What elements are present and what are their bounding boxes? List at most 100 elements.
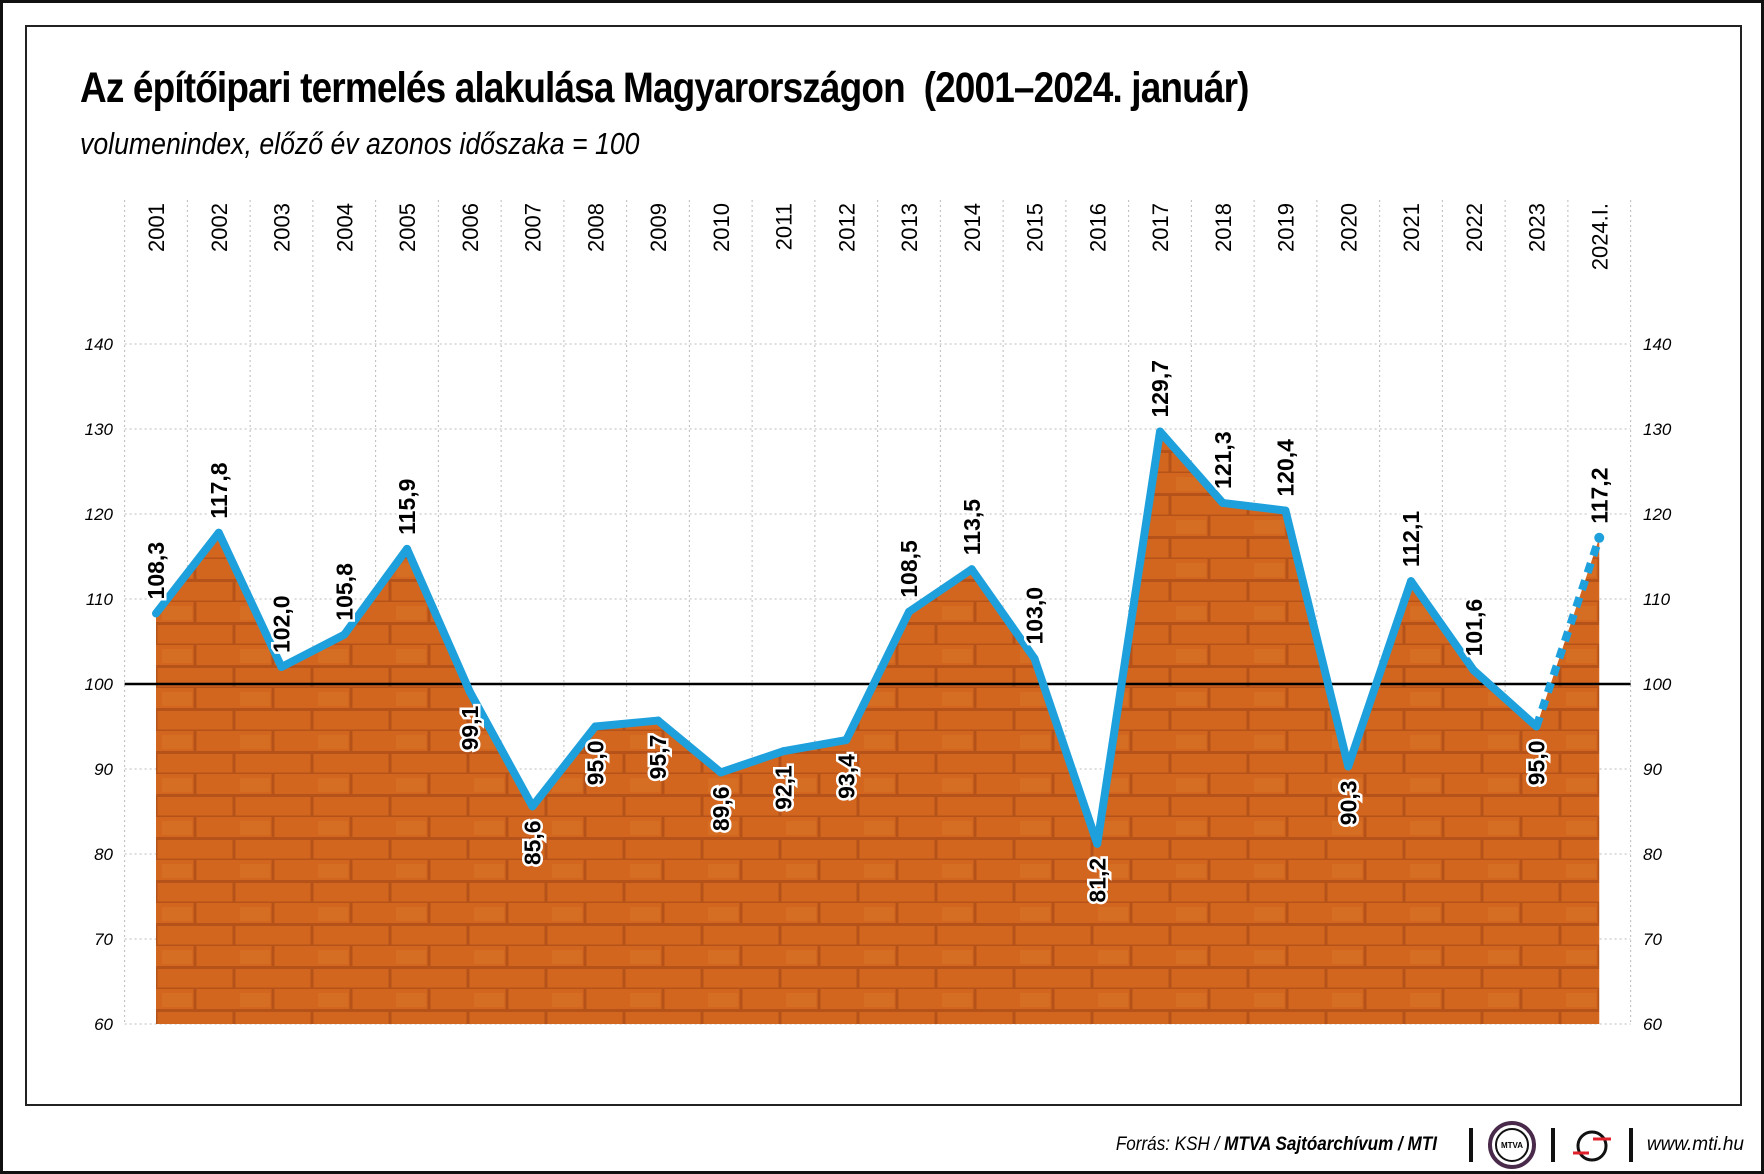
x-tick-label: 2023 [1525, 203, 1550, 252]
x-tick-label: 2022 [1462, 203, 1487, 252]
series-segment [277, 630, 349, 671]
chart-title: Az építőipari termelés alakulása Magyaro… [80, 64, 1249, 112]
data-label: 81,2 [1084, 858, 1110, 903]
series-segment [340, 544, 411, 639]
y-tick-label: 120 [1643, 505, 1672, 524]
series-segment [1344, 577, 1415, 771]
series-segment [1156, 427, 1227, 507]
data-label: 115,9 [394, 479, 420, 535]
x-tick-label: 2021 [1399, 203, 1424, 252]
data-label: 113,5 [959, 499, 985, 555]
data-label: 95,0 [1524, 741, 1550, 786]
data-label: 89,6 [708, 786, 734, 831]
mtva-logo-text: MTVA [1501, 1141, 1523, 1150]
y-tick-label: 90 [1643, 760, 1662, 779]
data-label: 95,7 [645, 735, 671, 780]
series-segment [1532, 536, 1604, 728]
y-tick-label: 60 [1643, 1015, 1662, 1034]
data-label: 101,6 [1461, 599, 1487, 657]
y-tick-label: 60 [94, 1015, 113, 1034]
x-tick-label: 2015 [1023, 203, 1048, 252]
x-tick-label: 2018 [1211, 203, 1236, 252]
series-end-point [1594, 532, 1605, 543]
series-segment [716, 747, 788, 777]
series-segment [905, 565, 976, 616]
x-tick-label: 2003 [270, 203, 295, 252]
series-segment [1469, 666, 1541, 731]
x-tick-label: 2010 [709, 203, 734, 252]
data-label: 85,6 [520, 820, 546, 865]
x-tick-label: 2004 [332, 203, 357, 252]
y-tick-label: 140 [1643, 335, 1672, 354]
series-segment [1407, 577, 1478, 675]
series-segment [779, 736, 851, 756]
source-prefix: Forrás: KSH / [1115, 1134, 1220, 1155]
chart-subtitle: volumenindex, előző év azonos időszaka =… [80, 126, 640, 161]
x-tick-label: 2013 [897, 203, 922, 252]
x-tick-label: 2011 [772, 203, 797, 250]
website-link[interactable]: www.mti.hu [1646, 1134, 1744, 1155]
mtva-logo-icon: MTVA [1487, 1121, 1536, 1169]
y-tick-label: 70 [1643, 930, 1662, 949]
data-label: 108,3 [143, 542, 169, 600]
data-label: 120,4 [1273, 439, 1299, 497]
chart-frame [25, 25, 1742, 1106]
series-segment [654, 716, 725, 777]
mti-logo-icon [1572, 1130, 1611, 1162]
divider [1628, 1128, 1633, 1162]
brick-area [156, 431, 1600, 1024]
series-segment [1093, 427, 1164, 848]
series-segment [591, 716, 662, 731]
x-tick-label: 2007 [521, 203, 546, 252]
footer: Forrás: KSH / MTVA Sajtóarchívum / MTI M… [1098, 1120, 1744, 1170]
x-tick-label: 2017 [1148, 203, 1173, 252]
x-tick-label: 2016 [1085, 203, 1110, 252]
data-label: 92,1 [771, 765, 797, 810]
data-label: 121,3 [1210, 431, 1236, 489]
x-tick-label: 2001 [144, 203, 169, 252]
data-label: 99,1 [457, 705, 483, 750]
y-tick-label: 130 [85, 420, 114, 439]
data-label: 102,0 [269, 595, 295, 653]
x-tick-label: 2009 [646, 203, 671, 252]
y-tick-label: 110 [1643, 590, 1671, 609]
data-label: 129,7 [1147, 360, 1173, 418]
data-label: 117,2 [1586, 468, 1612, 524]
y-tick-label: 130 [1643, 420, 1672, 439]
x-tick-label: 2020 [1336, 203, 1361, 252]
x-tick-label: 2012 [834, 203, 859, 252]
series-segment [214, 528, 286, 671]
series-segment [842, 607, 913, 745]
series-segment [1030, 654, 1102, 848]
source-bold: MTVA Sajtóarchívum / MTI [1224, 1134, 1438, 1155]
x-tick-label: 2006 [458, 203, 483, 252]
y-tick-label: 90 [94, 760, 113, 779]
x-tick-label: 2002 [207, 203, 232, 252]
series-segment [967, 565, 1039, 663]
data-label: 93,4 [833, 754, 859, 799]
data-label: 108,5 [896, 540, 922, 598]
data-label: 103,0 [1022, 587, 1048, 645]
x-tick-label: 2024.I. [1587, 203, 1612, 270]
y-tick-label: 80 [94, 845, 113, 864]
y-tick-label: 70 [94, 930, 113, 949]
data-label: 105,8 [331, 563, 357, 621]
series-segment [403, 544, 474, 696]
series-segment [1218, 498, 1290, 515]
data-label: 117,8 [206, 462, 232, 518]
series-segment [152, 528, 223, 618]
y-tick-label: 140 [85, 335, 114, 354]
source-text: Forrás: KSH / MTVA Sajtóarchívum / MTI [1116, 1134, 1437, 1156]
data-label: 90,3 [1335, 780, 1361, 825]
x-tick-label: 2008 [583, 203, 608, 252]
x-tick-label: 2014 [960, 203, 985, 252]
y-tick-label: 80 [1643, 845, 1662, 864]
divider [1468, 1128, 1473, 1162]
y-tick-label: 100 [1643, 675, 1672, 694]
y-tick-label: 120 [85, 505, 114, 524]
x-tick-label: 2019 [1274, 203, 1299, 252]
y-tick-label: 110 [86, 590, 114, 609]
divider [1550, 1128, 1555, 1162]
series-segment [1281, 506, 1353, 771]
